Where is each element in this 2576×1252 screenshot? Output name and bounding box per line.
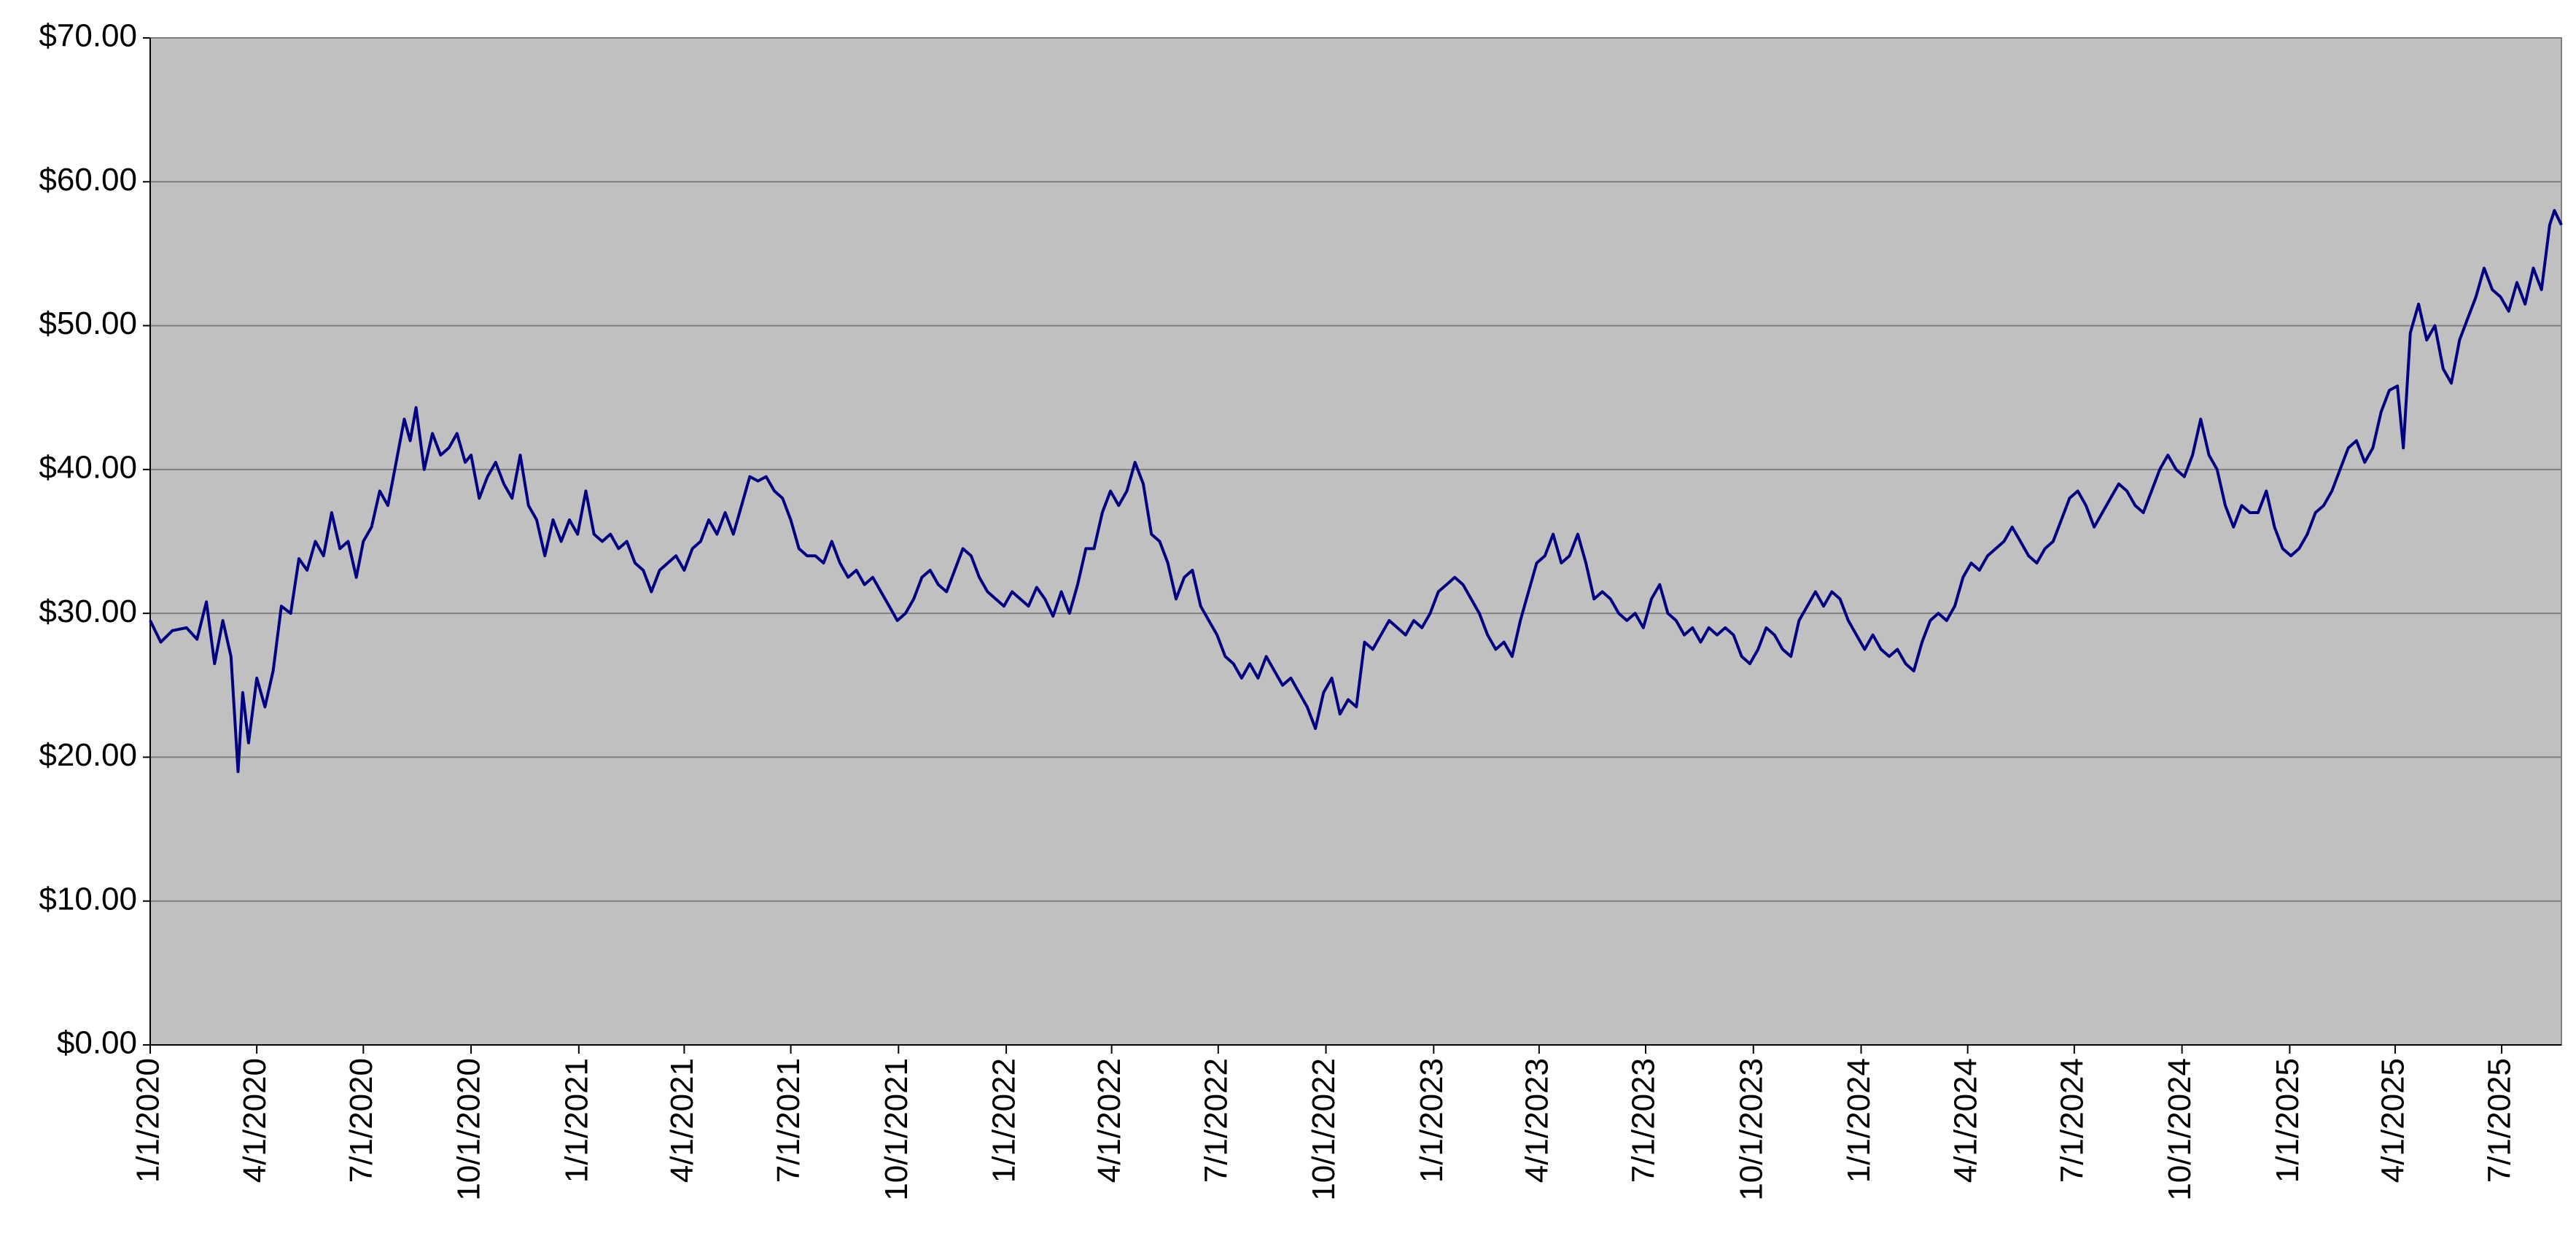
x-tick-label: 1/1/2025 (2270, 1058, 2305, 1183)
x-tick-label: 1/1/2020 (131, 1058, 166, 1183)
x-tick-label: 10/1/2024 (2162, 1058, 2198, 1201)
y-tick-label: $40.00 (39, 449, 137, 485)
y-tick-label: $20.00 (39, 737, 137, 773)
x-tick-label: 4/1/2022 (1092, 1058, 1127, 1183)
x-tick-label: 1/1/2021 (559, 1058, 594, 1183)
price-line (149, 209, 2563, 774)
y-tick-label: $10.00 (39, 881, 137, 917)
x-tick-label: 7/1/2022 (1198, 1058, 1234, 1183)
x-tick-label: 4/1/2024 (1947, 1058, 1983, 1183)
x-tick-label: 10/1/2022 (1306, 1058, 1342, 1201)
x-tick-label: 7/1/2020 (343, 1058, 379, 1183)
x-tick-label: 7/1/2024 (2054, 1058, 2090, 1183)
x-tick-label: 1/1/2023 (1414, 1058, 1450, 1183)
y-tick-label: $30.00 (39, 594, 137, 629)
x-tick-label: 4/1/2021 (664, 1058, 700, 1183)
y-tick-label: $70.00 (39, 18, 137, 54)
x-tick-label: 7/1/2021 (771, 1058, 806, 1183)
y-tick-label: $50.00 (39, 306, 137, 341)
x-tick-label: 7/1/2025 (2482, 1058, 2518, 1183)
plot-area (149, 37, 2562, 1046)
x-tick-label: 10/1/2021 (879, 1058, 914, 1201)
x-tick-label: 4/1/2025 (2375, 1058, 2411, 1183)
y-tick-label: $60.00 (39, 162, 137, 198)
x-tick-label: 10/1/2023 (1733, 1058, 1769, 1201)
x-tick-label: 4/1/2023 (1519, 1058, 1554, 1183)
y-tick-label: $0.00 (57, 1025, 137, 1061)
x-tick-label: 1/1/2022 (987, 1058, 1022, 1183)
x-tick-label: 1/1/2024 (1841, 1058, 1877, 1183)
x-tick-label: 7/1/2023 (1626, 1058, 1662, 1183)
x-tick-label: 4/1/2020 (237, 1058, 273, 1183)
x-tick-label: 10/1/2020 (451, 1058, 487, 1201)
